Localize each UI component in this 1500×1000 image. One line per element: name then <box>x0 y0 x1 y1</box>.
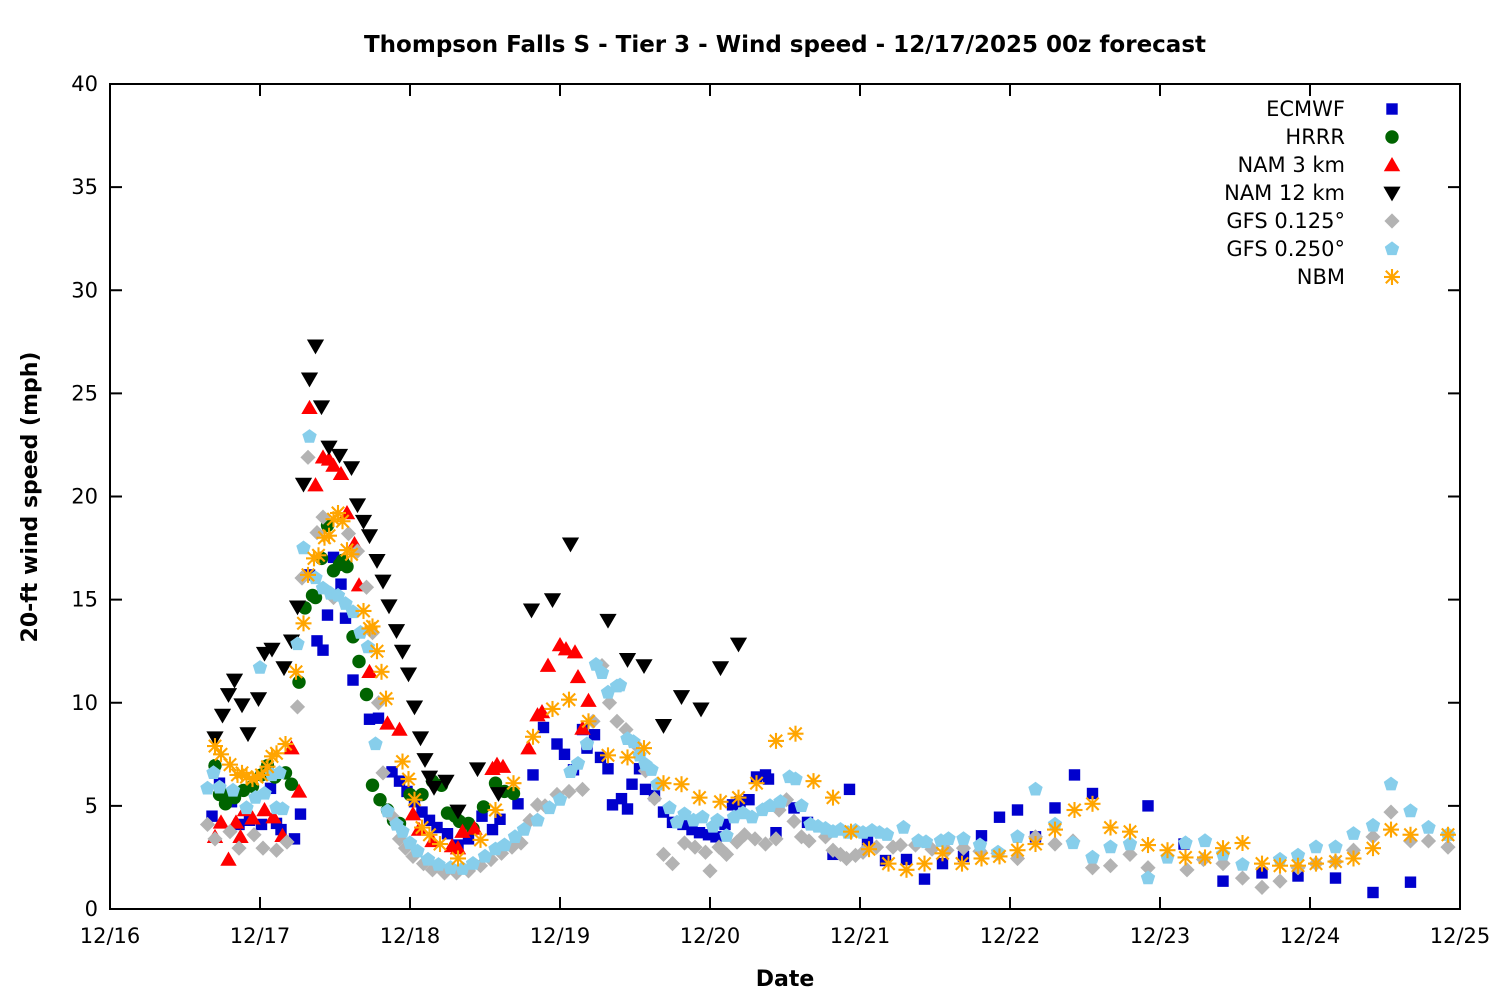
legend-label-nam-3-km: NAM 3 km <box>1237 153 1345 177</box>
x-axis-label: Date <box>756 967 815 992</box>
legend-label-hrrr: HRRR <box>1285 125 1345 149</box>
x-tick-label: 12/23 <box>1130 924 1191 948</box>
series-nbm <box>207 505 1456 878</box>
legend-label-ecmwf: ECMWF <box>1266 97 1345 121</box>
y-axis-label: 20-ft wind speed (mph) <box>18 352 43 643</box>
x-tick-label: 12/20 <box>680 924 741 948</box>
y-tick-label: 40 <box>71 72 98 96</box>
legend-marker-gfs-0-250-icon <box>1384 241 1400 256</box>
legend-item-nbm: NBM <box>1297 265 1400 289</box>
legend-marker-hrrr-icon <box>1385 130 1399 144</box>
series-gfs-0-250 <box>200 429 1456 885</box>
x-tick-label: 12/24 <box>1280 924 1341 948</box>
x-tick-label: 12/21 <box>830 924 891 948</box>
legend-item-hrrr: HRRR <box>1285 125 1399 149</box>
legend-item-gfs-0-250: GFS 0.250° <box>1226 237 1400 261</box>
legend-label-gfs-0-125: GFS 0.125° <box>1226 209 1345 233</box>
y-tick-label: 35 <box>71 175 98 199</box>
x-tick-label: 12/22 <box>980 924 1041 948</box>
x-tick-label: 12/19 <box>530 924 591 948</box>
legend-item-nam-12-km: NAM 12 km <box>1224 181 1401 205</box>
legend-marker-gfs-0-125-icon <box>1384 213 1400 229</box>
axes-layer: 12/16 12/17 12/18 12/19 12/20 12/21 12/22 12/23… <box>71 72 1490 948</box>
x-tick-label: 12/16 <box>80 924 141 948</box>
legend-item-gfs-0-125: GFS 0.125° <box>1226 209 1400 233</box>
y-tick-label: 5 <box>85 794 98 818</box>
legend-marker-nbm-icon <box>1384 269 1400 285</box>
chart-title: Thompson Falls S - Tier 3 - Wind speed -… <box>364 32 1206 58</box>
y-tick-label: 10 <box>71 691 98 715</box>
y-tick-label: 25 <box>71 381 98 405</box>
y-tick-label: 30 <box>71 278 98 302</box>
legend-marker-ecmwf-icon <box>1386 103 1398 115</box>
legend-item-ecmwf: ECMWF <box>1266 97 1398 121</box>
series-nam-12-km <box>206 339 748 820</box>
x-tick-label: 12/18 <box>380 924 441 948</box>
legend-label-gfs-0-250: GFS 0.250° <box>1226 237 1345 261</box>
y-tick-label: 15 <box>71 588 98 612</box>
legend: ECMWF HRRR NAM 3 km NAM 12 km GFS 0.125° GFS … <box>1224 97 1401 289</box>
y-tick-label: 20 <box>71 485 98 509</box>
x-tick-label: 12/25 <box>1430 924 1491 948</box>
y-tick-label: 0 <box>85 897 98 921</box>
legend-label-nbm: NBM <box>1297 265 1345 289</box>
legend-marker-nam-12-km-icon <box>1383 186 1401 202</box>
legend-item-nam-3-km: NAM 3 km <box>1237 153 1401 177</box>
legend-label-nam-12-km: NAM 12 km <box>1224 181 1345 205</box>
x-tick-label: 12/17 <box>230 924 291 948</box>
legend-marker-nam-3-km-icon <box>1383 157 1401 172</box>
data-points-layer <box>199 339 1456 899</box>
